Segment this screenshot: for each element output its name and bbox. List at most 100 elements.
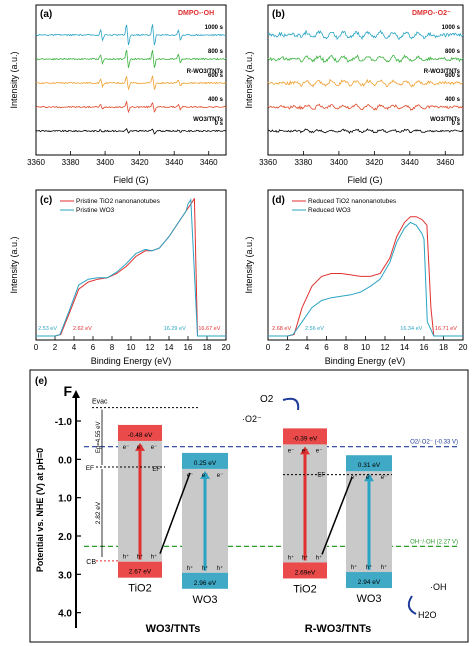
- cb-ref-label: CB: [86, 559, 96, 566]
- panel-e-ylabel: Potential vs. NHE (V) at pH=0: [35, 448, 45, 572]
- panel-c-legend: Pristine TiO2 nanonanotubes Pristine WO3: [60, 198, 161, 214]
- panel-c: 0 2 4 6 8 10 12 14 16 18 20 2.53 eV 2.62 eV 16.29 eV…: [9, 189, 231, 366]
- valence-band: [118, 561, 162, 578]
- panel-a-traces: 0 s 400 s 600 s 800 s 1000 s WO3/TNTs R-WO3/TN…: [35, 24, 227, 135]
- material-label: WO3: [192, 594, 217, 606]
- species-superoxide: ·O2⁻: [242, 414, 262, 424]
- group-title: WO3/TNTs: [146, 623, 201, 635]
- x-tick-label: 3380: [62, 158, 80, 167]
- conduction-band: [346, 455, 392, 472]
- panel-c-ylabel: Intensity (a.u.): [9, 236, 19, 293]
- epr-trace-800s: [267, 54, 464, 64]
- epr-trace-600s: [35, 75, 227, 91]
- epr-trace-400s: [267, 103, 464, 111]
- epr-trace-0s: [35, 127, 226, 135]
- trace-label: 400 s: [445, 97, 461, 103]
- hole: h⁺: [202, 565, 209, 572]
- panel-d-xlabel: Binding Energy (eV): [325, 356, 406, 366]
- x-tick-label: 6: [91, 343, 96, 352]
- trace-label: 1000 s: [442, 25, 461, 31]
- legend-label: Pristine TiO2 nanonanotubes: [76, 198, 161, 205]
- x-tick-label: 12: [381, 343, 390, 352]
- panel-a-tag: DMPO-·OH: [178, 10, 214, 17]
- transfer-arrow: [321, 476, 353, 555]
- xps-trace-1: [268, 221, 463, 337]
- trace-label: 400 s: [208, 97, 224, 103]
- hole: h⁺: [217, 565, 224, 572]
- vb-value: 2.94 eV: [358, 579, 381, 586]
- electron: e⁻: [351, 475, 358, 481]
- cb-value: 0.31 eV: [358, 462, 381, 469]
- electron: e⁻: [217, 473, 224, 479]
- xps-trace-0: [268, 216, 463, 337]
- hole: h⁺: [123, 554, 130, 561]
- panel-a-xlabel: Field (G): [113, 175, 148, 185]
- transfer-arrow: [159, 472, 191, 554]
- x-tick-label: 20: [222, 343, 231, 352]
- valence-band: [346, 572, 392, 589]
- panel-d-ticks: 0 2 4 6 8 10 12 14 16 18 20: [266, 336, 468, 352]
- x-tick-label: 0: [34, 343, 39, 352]
- electron: e⁻: [151, 445, 158, 451]
- trace-label: 0 s: [452, 121, 461, 127]
- valence-band: [182, 572, 228, 589]
- panel-a: 3360 3380 3400 3420 3440 3460 0 s 400 s 600 s 80…: [9, 4, 227, 185]
- x-tick-label: 3460: [200, 158, 218, 167]
- legend-label: Pristine WO3: [76, 207, 115, 214]
- hole: h⁺: [366, 564, 373, 571]
- evac-label: Evac: [92, 399, 108, 406]
- y-tick-label: -1.0: [55, 417, 73, 428]
- group-title: R-WO3/TNTs: [305, 623, 371, 635]
- electron: e⁻: [123, 445, 130, 451]
- edge-annotation: 2.62 eV: [73, 326, 92, 332]
- panel-b-frame: [267, 4, 464, 156]
- species-water: H2O: [418, 610, 437, 620]
- x-tick-label: 18: [439, 343, 448, 352]
- panel-e-diagram: O2/·O2⁻ (-0.33 V) OH⁻/·OH (2.27 V) -0.48 e…: [84, 394, 460, 635]
- legend-label: Reduced WO3: [308, 207, 351, 214]
- electron: e⁻: [316, 448, 323, 454]
- x-tick-label: 2: [53, 343, 58, 352]
- edge-annotation: 2.53 eV: [38, 326, 57, 332]
- excitation-arrowhead: [364, 473, 374, 482]
- panel-a-ticks: 3360 3380 3400 3420 3440 3460: [27, 151, 218, 167]
- epr-trace-600s: [267, 78, 464, 88]
- material-label: WO3: [356, 593, 381, 605]
- trace-label: 0 s: [215, 121, 224, 127]
- panel-d-traces: [268, 216, 463, 337]
- reference-line-label: O2/·O2⁻ (-0.33 V): [410, 440, 458, 446]
- sample-label: R-WO3/TNTs: [424, 69, 461, 75]
- x-tick-label: 10: [361, 343, 370, 352]
- trace-label: 800 s: [445, 49, 461, 55]
- x-tick-label: 3360: [27, 158, 45, 167]
- epr-trace-0s: [267, 128, 464, 135]
- panel-c-label: (c): [40, 195, 52, 206]
- panel-d-ylabel: Intensity (a.u.): [244, 236, 254, 293]
- edge-annotation: 16.34 eV: [400, 326, 422, 332]
- panel-d-label: (d): [272, 195, 285, 206]
- panel-b: 3360 3380 3400 3420 3440 3460 0 s 400 s 600 s 80…: [244, 4, 464, 185]
- x-tick-label: 18: [203, 343, 212, 352]
- y-tick-label: 0.0: [58, 455, 72, 466]
- edge-annotation: 16.29 eV: [164, 326, 186, 332]
- x-tick-label: 3420: [365, 158, 383, 167]
- x-tick-label: 3440: [401, 158, 419, 167]
- x-tick-label: 10: [127, 343, 136, 352]
- x-tick-label: 8: [344, 343, 349, 352]
- x-tick-label: 3380: [295, 158, 313, 167]
- x-tick-label: 0: [266, 343, 271, 352]
- x-tick-label: 14: [165, 343, 174, 352]
- cb-value: -0.39 eV: [293, 435, 318, 442]
- panel-b-traces: 0 s 400 s 600 s 800 s 1000 s WO3/TNTs R-WO3/TN…: [267, 25, 464, 135]
- vb-value: 2.96 eV: [194, 580, 217, 587]
- hole: h⁺: [316, 554, 323, 561]
- hole: h⁺: [288, 554, 295, 561]
- x-tick-label: 3400: [96, 158, 114, 167]
- panel-d-annotations: 2.68 eV 2.56 eV 16.34 eV 16.71 eV: [272, 326, 457, 332]
- axis-top-label: F: [63, 383, 72, 399]
- trace-label: 1000 s: [205, 25, 224, 31]
- x-tick-label: 4: [72, 343, 77, 352]
- epr-trace-400s: [35, 100, 227, 114]
- valence-band: [283, 562, 327, 579]
- excitation-arrowhead: [200, 470, 210, 479]
